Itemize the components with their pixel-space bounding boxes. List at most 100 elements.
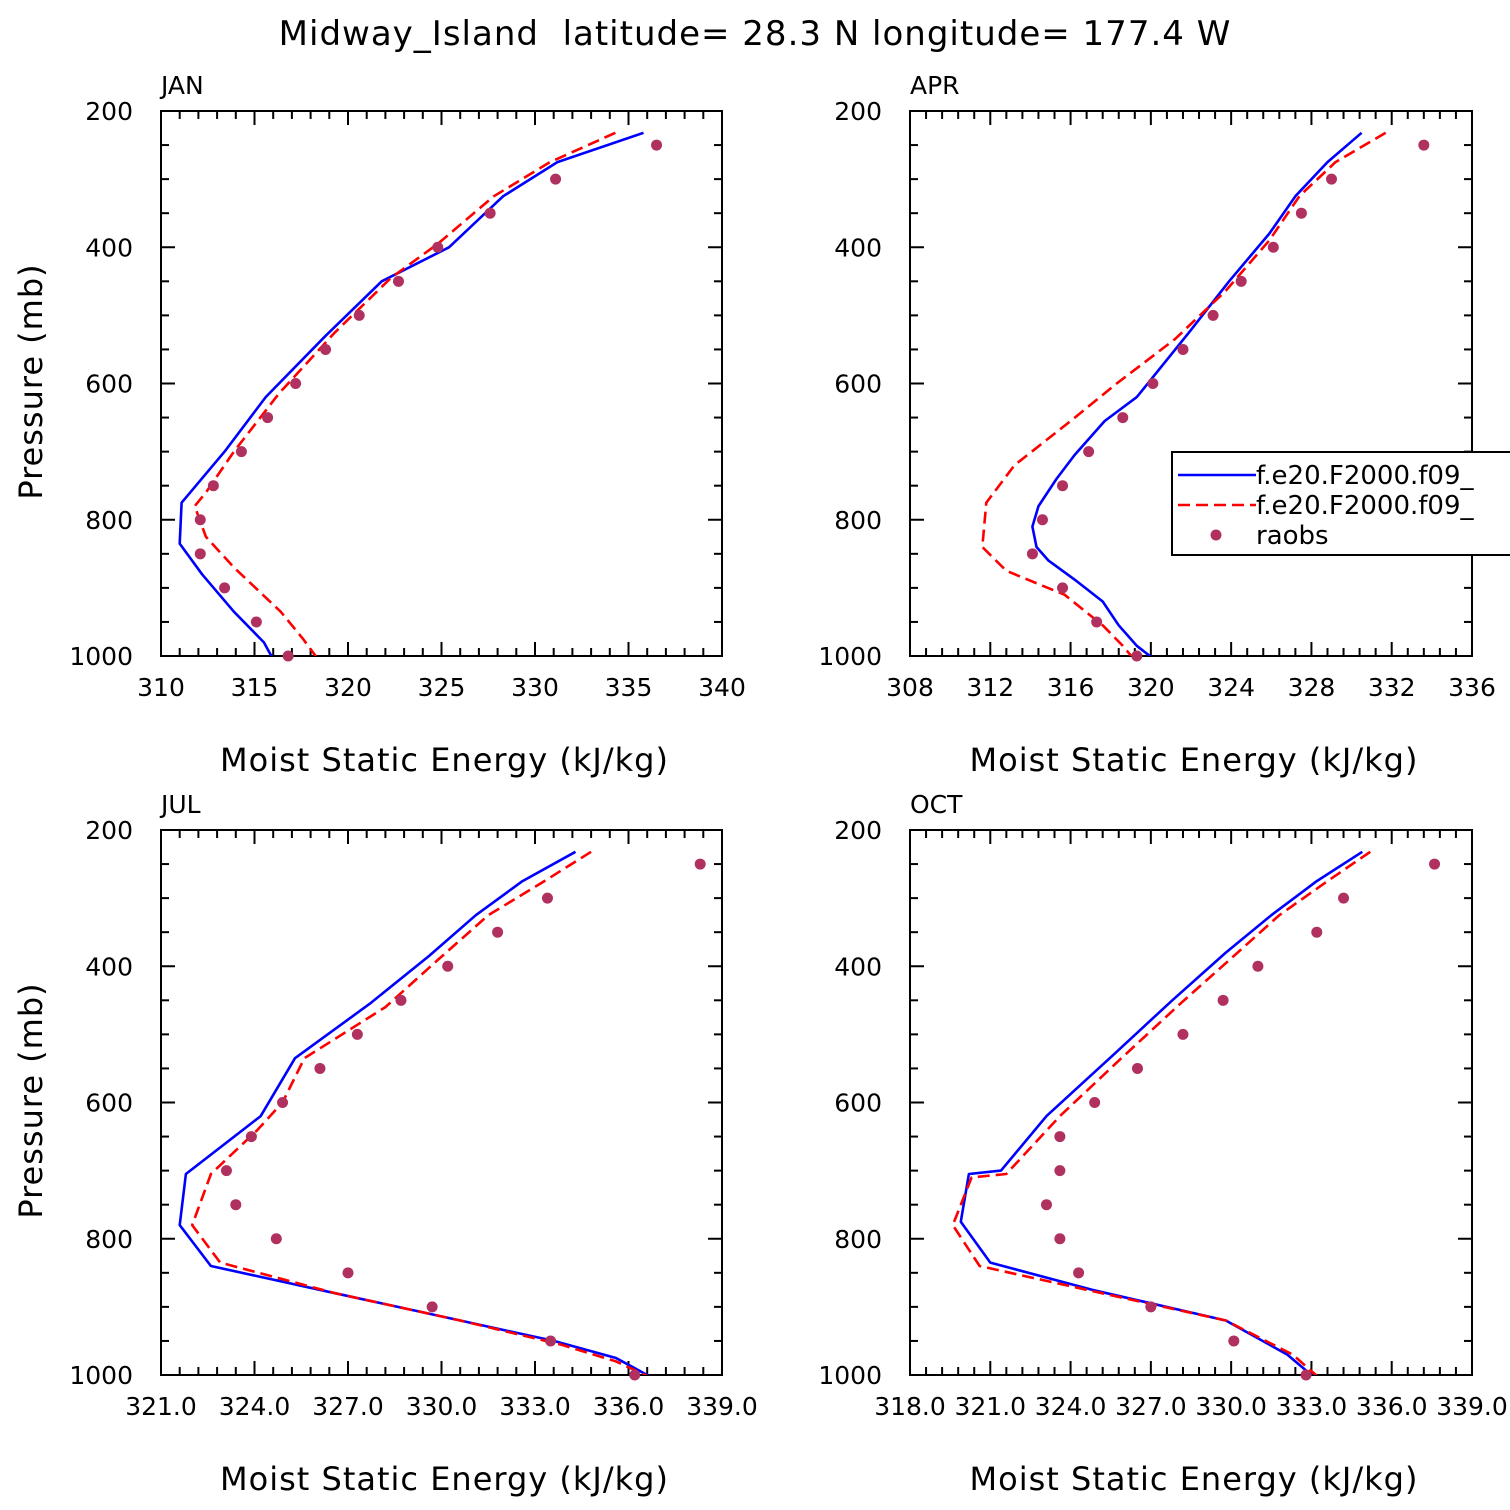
y-tick-label: 1000: [69, 642, 133, 671]
raobs-marker: [1054, 1233, 1066, 1245]
raobs-marker: [1147, 378, 1159, 389]
raobs-marker: [1131, 650, 1143, 662]
raobs-marker: [1054, 1131, 1066, 1143]
panel-label: JAN: [159, 71, 204, 100]
x-tick-label: 332: [1368, 673, 1416, 702]
legend: f.e20.F2000.f09_f.e20.F2000.f09_raobs: [1171, 451, 1510, 556]
y-tick-label: 400: [834, 233, 882, 262]
y-axis-label: Pressure (mb): [12, 263, 50, 499]
y-tick-label: 200: [85, 97, 133, 126]
panel-jan: 310 315 320 325 330 335 340 200 400 600 800 1000 JAN…: [12, 71, 746, 779]
panels: 310 315 320 325 330 335 340 200 400 600 800 1000 JAN…: [12, 71, 1510, 1498]
x-tick-label: 333.0: [1276, 1392, 1348, 1421]
raobs-marker: [1429, 858, 1441, 870]
raobs-marker: [1026, 548, 1038, 560]
panel-jan-plot-area: [178, 131, 644, 656]
y-tick-label: 1000: [818, 1361, 882, 1390]
panel-label: JUL: [159, 790, 201, 819]
raobs-marker: [484, 207, 496, 219]
y-tick-label: 800: [85, 1225, 133, 1254]
x-tick-label: 333.0: [499, 1392, 571, 1421]
x-tick-label: 320: [324, 673, 372, 702]
x-tick-label: 339.0: [686, 1392, 758, 1421]
raobs-marker: [1252, 960, 1264, 972]
series-line-solid: [959, 850, 1364, 1375]
figure-title: Midway_Island latitude= 28.3 N longitude…: [279, 14, 1232, 54]
raobs-marker: [1207, 309, 1219, 321]
raobs-marker: [1177, 343, 1189, 355]
raobs-marker: [353, 309, 365, 321]
x-tick-label: 312: [966, 673, 1014, 702]
x-tick-label: 330: [511, 673, 559, 702]
legend-box: [1171, 451, 1510, 556]
raobs-marker: [1083, 446, 1095, 458]
panel-oct-plot-area: [951, 850, 1372, 1375]
panel-apr-plot-area: [980, 131, 1387, 656]
y-tick-label: 400: [834, 952, 882, 981]
raobs-marker: [207, 480, 219, 492]
x-tick-label: 335: [605, 673, 653, 702]
raobs-marker: [1295, 207, 1307, 219]
raobs-marker: [290, 378, 302, 389]
raobs-marker: [351, 1028, 363, 1040]
raobs-marker: [1073, 1267, 1085, 1279]
raobs-marker: [1131, 1062, 1143, 1074]
panel-jul: 321.0 324.0 327.0 330.0 333.0 336.0 339.0 200 40…: [12, 790, 758, 1498]
raobs-marker: [194, 514, 206, 526]
raobs-marker: [262, 412, 274, 424]
x-tick-label: 327.0: [1115, 1392, 1187, 1421]
raobs-marker: [1338, 892, 1350, 904]
x-tick-label: 336: [1448, 673, 1496, 702]
raobs-marker: [694, 858, 706, 870]
panel-label: APR: [910, 71, 960, 100]
raobs-marker: [245, 1131, 257, 1143]
raobs-marker: [545, 1335, 557, 1347]
y-tick-label: 800: [85, 506, 133, 535]
raobs-marker: [1217, 994, 1229, 1006]
y-tick-label: 600: [85, 370, 133, 399]
panel-apr: 308 312 316 320 324 328 332 336 200 400 600 800 1000…: [818, 71, 1510, 779]
x-tick-label: 310: [137, 673, 185, 702]
raobs-marker: [1145, 1301, 1157, 1313]
raobs-marker: [1057, 480, 1069, 492]
x-tick-label: 330.0: [1195, 1392, 1267, 1421]
y-tick-label: 600: [834, 370, 882, 399]
raobs-marker: [314, 1062, 326, 1074]
x-axis-label: Moist Static Energy (kJ/kg): [970, 741, 1419, 779]
series-line-dashed: [193, 131, 616, 656]
x-tick-label: 324.0: [1035, 1392, 1107, 1421]
panel-oct-frame: [909, 829, 1473, 1376]
legend-label: f.e20.F2000.f09_: [1256, 461, 1474, 491]
raobs-marker: [1326, 173, 1337, 185]
y-tick-label: 800: [834, 1225, 882, 1254]
x-tick-label: 308: [886, 673, 934, 702]
x-tick-label: 324: [1207, 673, 1255, 702]
raobs-marker: [1311, 926, 1323, 938]
raobs-marker: [235, 446, 247, 458]
x-tick-label: 315: [231, 673, 279, 702]
raobs-marker: [1091, 616, 1103, 628]
raobs-marker: [541, 892, 553, 904]
x-tick-label: 324.0: [219, 1392, 291, 1421]
legend-marker-raobs: [1210, 529, 1222, 541]
y-tick-label: 1000: [69, 1361, 133, 1390]
raobs-marker: [432, 241, 444, 253]
raobs-marker: [1177, 1028, 1189, 1040]
raobs-marker: [442, 960, 454, 972]
x-tick-label: 327.0: [312, 1392, 384, 1421]
panel-jan-frame: [160, 110, 723, 657]
raobs-marker: [395, 994, 407, 1006]
raobs-marker: [230, 1199, 242, 1211]
x-tick-label: 336.0: [593, 1392, 665, 1421]
x-tick-label: 328: [1288, 673, 1336, 702]
series-line-solid: [1031, 131, 1363, 656]
panel-jul-plot-area: [178, 850, 650, 1375]
raobs-marker: [1054, 1165, 1066, 1177]
legend-label: f.e20.F2000.f09_: [1256, 491, 1474, 521]
raobs-marker: [320, 343, 332, 355]
x-tick-label: 318.0: [874, 1392, 946, 1421]
raobs-marker: [1089, 1097, 1101, 1108]
x-axis-label: Moist Static Energy (kJ/kg): [220, 741, 669, 779]
y-tick-label: 200: [85, 816, 133, 845]
